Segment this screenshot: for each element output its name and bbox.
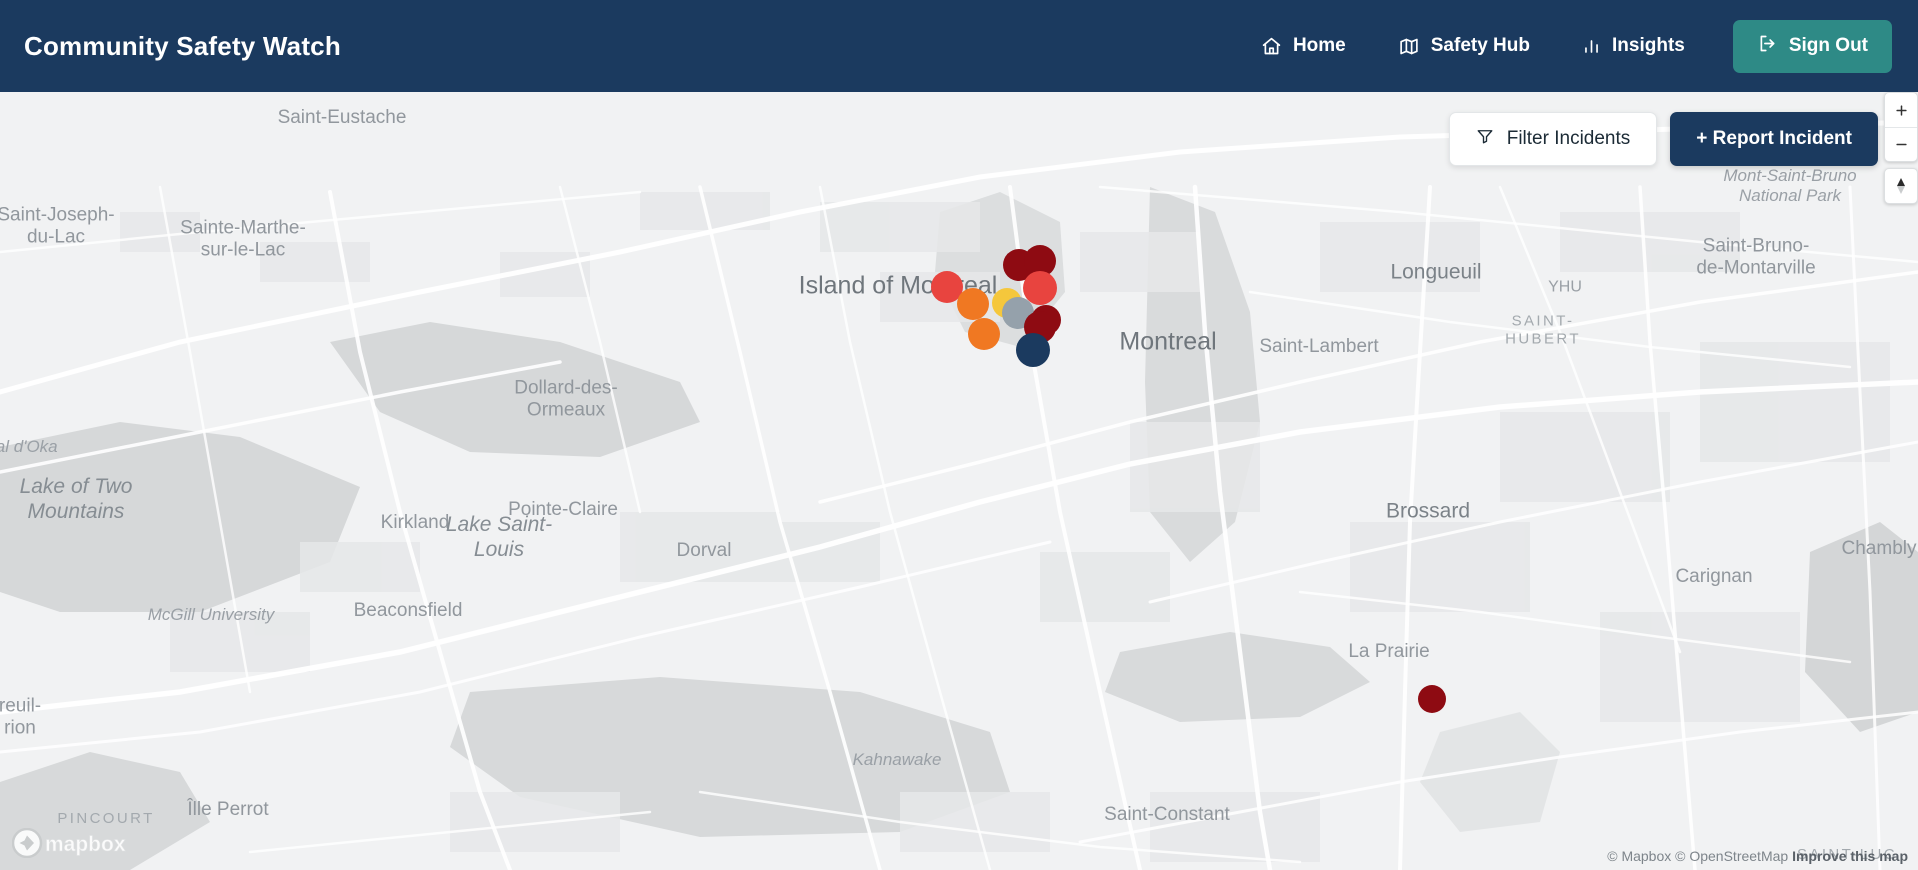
map-zoom-controls[interactable] [1884, 92, 1918, 162]
zoom-in-button[interactable] [1885, 93, 1917, 127]
filter-incidents-label: Filter Incidents [1506, 128, 1631, 149]
incident-marker-10[interactable] [968, 318, 1000, 350]
nav-item-safety-hub[interactable]: Safety Hub [1372, 25, 1556, 67]
mapbox-wordmark: mapbox [45, 833, 126, 856]
funnel-icon [1476, 127, 1494, 151]
nav-item-insights[interactable]: Insights [1556, 25, 1711, 67]
mapbox-logo[interactable]: mapbox [12, 828, 144, 858]
incident-marker-11[interactable] [1016, 333, 1050, 367]
home-icon [1261, 36, 1282, 57]
attribution-improve-link[interactable]: Improve this map [1792, 848, 1908, 864]
nav-item-safety-hub-label: Safety Hub [1430, 35, 1530, 56]
report-incident-button[interactable]: + Report Incident [1670, 112, 1878, 166]
incident-marker-12[interactable] [1418, 685, 1446, 713]
attribution-mapbox[interactable]: © Mapbox [1607, 848, 1672, 864]
main-navigation: Home Safety Hub Insights [1235, 19, 1892, 73]
incident-marker-4[interactable] [1023, 271, 1057, 305]
sign-out-button[interactable]: Sign Out [1732, 19, 1892, 73]
bar-chart-icon [1582, 37, 1601, 56]
filter-incidents-button[interactable]: Filter Incidents [1448, 112, 1658, 166]
map-canvas[interactable]: Saint-Eustache Saint-Joseph-du-Lac Sainte-… [0, 92, 1918, 870]
nav-item-home[interactable]: Home [1235, 25, 1372, 67]
app-header: Community Safety Watch Home Safety Hub [0, 0, 1918, 92]
nav-item-home-label: Home [1292, 35, 1346, 56]
zoom-out-button[interactable] [1885, 127, 1917, 161]
logout-icon [1757, 33, 1778, 60]
compass-icon[interactable] [1885, 169, 1917, 203]
attribution-osm[interactable]: © OpenStreetMap [1675, 848, 1789, 864]
map-basemap [0, 92, 1918, 870]
sign-out-label: Sign Out [1788, 35, 1868, 56]
incident-marker-5[interactable] [957, 288, 989, 320]
nav-item-insights-label: Insights [1612, 35, 1685, 56]
page-title: Community Safety Watch [24, 30, 341, 61]
map-action-bar: Filter Incidents + Report Incident [1448, 112, 1878, 166]
map-attribution: © Mapbox © OpenStreetMap Improve this ma… [1607, 848, 1908, 864]
map-compass-control[interactable] [1884, 168, 1918, 204]
map-icon [1398, 36, 1420, 57]
